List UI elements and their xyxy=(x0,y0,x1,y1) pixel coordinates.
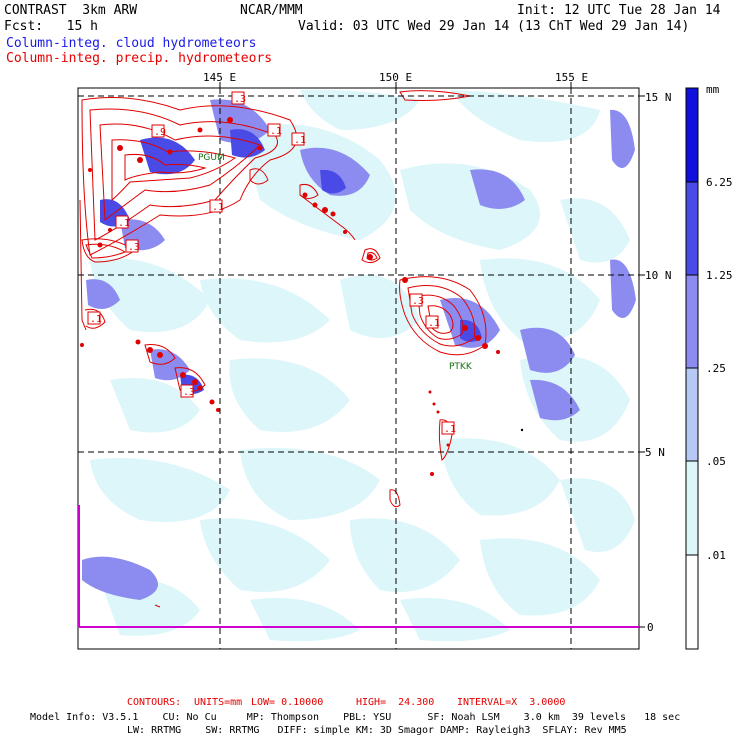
precip-contours xyxy=(79,90,487,608)
init-time: Init: 12 UTC Tue 28 Jan 14 xyxy=(517,3,721,18)
contour-label: .1 xyxy=(444,424,456,435)
lon-label-155: 155 E xyxy=(555,71,589,84)
colorbar-level-0-25: .25 xyxy=(706,362,726,375)
colorbar-units: mm xyxy=(706,83,720,96)
contour-label: .3 xyxy=(412,296,424,307)
colorbar-level-0-05: .05 xyxy=(706,455,726,468)
lat-label-0: 0 xyxy=(647,621,654,634)
colorbar-swatch-6-25-plus xyxy=(686,88,698,182)
contour-label: .1 xyxy=(90,314,102,325)
legend-precip: Column-integ. precip. hydrometeors xyxy=(6,51,273,66)
colorbar xyxy=(685,87,699,650)
contours-interval: INTERVAL=X 3.0000 xyxy=(457,697,566,708)
lat-label-5n: 5 N xyxy=(645,446,665,459)
lat-label-15n: 15 N xyxy=(645,91,672,104)
lon-label-150: 150 E xyxy=(379,71,413,84)
contour-label: .1 xyxy=(428,318,440,329)
colorbar-level-6-25: 6.25 xyxy=(706,176,733,189)
equator-boundary xyxy=(78,505,639,628)
colorbar-swatch-zero xyxy=(686,555,698,649)
contours-label: CONTOURS: xyxy=(127,697,182,708)
valid-time: Valid: 03 UTC Wed 29 Jan 14 (13 ChT Wed … xyxy=(298,19,690,34)
contour-label: .3 xyxy=(234,94,246,105)
island-dot xyxy=(520,428,524,432)
colorbar-swatch-1-25 xyxy=(686,182,698,275)
colorbar-swatch-0-05 xyxy=(686,368,698,461)
contour-label: .1 xyxy=(118,218,130,229)
lat-lon-grid xyxy=(78,88,639,649)
colorbar-swatch-0-25 xyxy=(686,275,698,368)
colorbar-level-0-01: .01 xyxy=(706,549,726,562)
colorbar-level-1-25: 1.25 xyxy=(706,269,733,282)
cloud-shading-medium xyxy=(82,99,636,600)
station-pgum: PGUM xyxy=(198,153,225,163)
contour-label: .1 xyxy=(294,135,306,146)
contours-units: UNITS=mm xyxy=(194,697,243,708)
lat-label-10n: 10 N xyxy=(645,269,672,282)
contour-label: .3 xyxy=(128,242,140,253)
frame-ticks xyxy=(219,82,645,628)
precip-cores xyxy=(80,117,500,476)
forecast-hour: Fcst: 15 h xyxy=(4,19,98,34)
contours-low: LOW= 0.10000 xyxy=(251,697,324,708)
lon-label-145: 145 E xyxy=(203,71,237,84)
contour-labels: .3 .9 .1 .1 .1 .1 .3 .1 .3 .1 .3 .1 xyxy=(87,91,456,435)
contour-label: .9 xyxy=(154,127,166,138)
model-info-line-2: LW: RRTMG SW: RRTMG DIFF: simple KM: 3D … xyxy=(127,725,627,736)
colorbar-swatch-0-01 xyxy=(686,461,698,555)
cloud-shading-light xyxy=(90,89,635,642)
contours-high: HIGH= 24.300 xyxy=(356,697,435,708)
legend-cloud: Column-integ. cloud hydrometeors xyxy=(6,36,257,51)
station-ptkk: PTKK xyxy=(449,362,473,372)
contour-label: .3 xyxy=(183,387,195,398)
contour-label: .1 xyxy=(212,202,224,213)
model-title: CONTRAST 3km ARW xyxy=(4,3,138,18)
model-info-line-1: Model Info: V3.5.1 CU: No Cu MP: Thompso… xyxy=(30,712,681,723)
org-title: NCAR/MMM xyxy=(240,3,303,18)
contour-label: .1 xyxy=(270,126,282,137)
